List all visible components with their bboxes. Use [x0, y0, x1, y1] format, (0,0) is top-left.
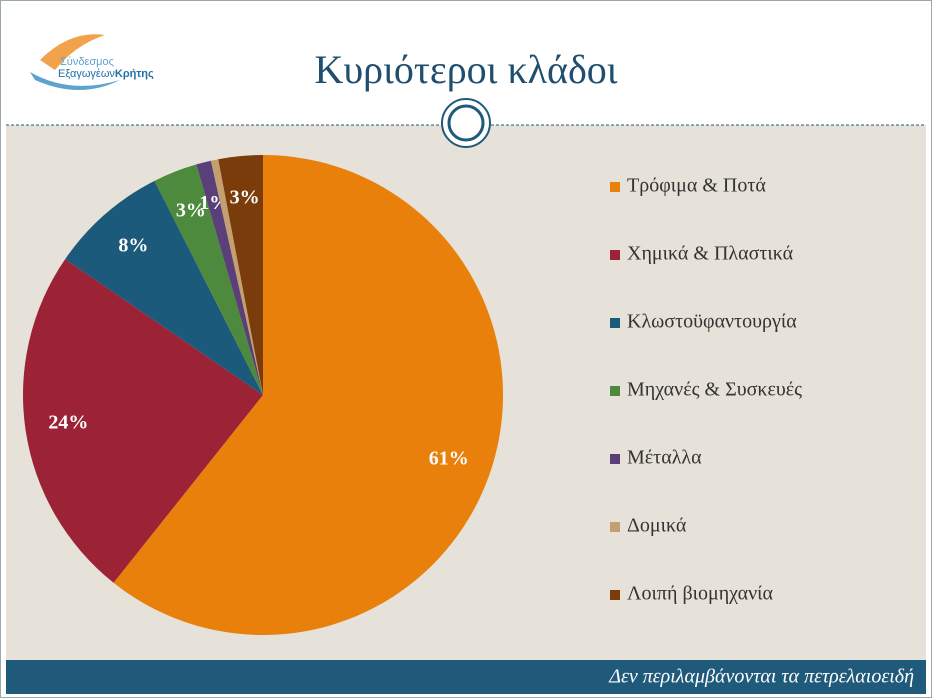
legend-swatch	[610, 590, 620, 600]
pie-slice	[218, 155, 263, 395]
footnote: Δεν περιλαμβάνονται τα πετρελαιοειδή	[608, 666, 914, 688]
legend-label: Τρόφιμα & Ποτά	[627, 175, 766, 197]
legend-label: Δομικά	[627, 515, 687, 537]
pie-slice	[22, 259, 263, 583]
legend-swatch	[610, 386, 620, 396]
data-label: 61%	[429, 447, 469, 469]
legend-swatch	[610, 182, 620, 192]
logo-text: Εξαγωγέων	[58, 68, 115, 80]
legend-label: Κλωστοϋφαντουργία	[627, 311, 797, 333]
pie-slice	[210, 159, 263, 395]
data-label: 8%	[118, 235, 148, 257]
data-label: 3%	[176, 199, 206, 221]
chart-title: Κυριότεροι κλάδοι	[314, 47, 617, 92]
logo-text: Κρήτης	[115, 68, 154, 80]
pie-slice	[154, 164, 263, 395]
legend-label: Λοιπή βιομηχανία	[627, 583, 774, 605]
legend-swatch	[610, 522, 620, 532]
pie-slice	[196, 160, 263, 395]
logo-text: Σύνδεσμος	[60, 56, 114, 68]
legend-label: Μηχανές & Συσκευές	[627, 379, 802, 401]
pie-slice	[65, 180, 263, 395]
data-label: 24%	[48, 412, 88, 434]
logo-swoosh	[30, 72, 120, 90]
legend-swatch	[610, 454, 620, 464]
divider-ornament-inner	[447, 104, 485, 142]
footer-bar	[6, 660, 926, 694]
legend-swatch	[610, 318, 620, 328]
legend-label: Μέταλλα	[627, 447, 702, 469]
logo-swoosh	[40, 34, 105, 70]
pie-slice	[113, 155, 503, 635]
legend-label: Χημικά & Πλαστικά	[627, 243, 794, 265]
data-label: 3%	[230, 187, 260, 209]
legend-swatch	[610, 250, 620, 260]
logo-text: ΕξαγωγέωνΚρήτης	[58, 68, 154, 80]
